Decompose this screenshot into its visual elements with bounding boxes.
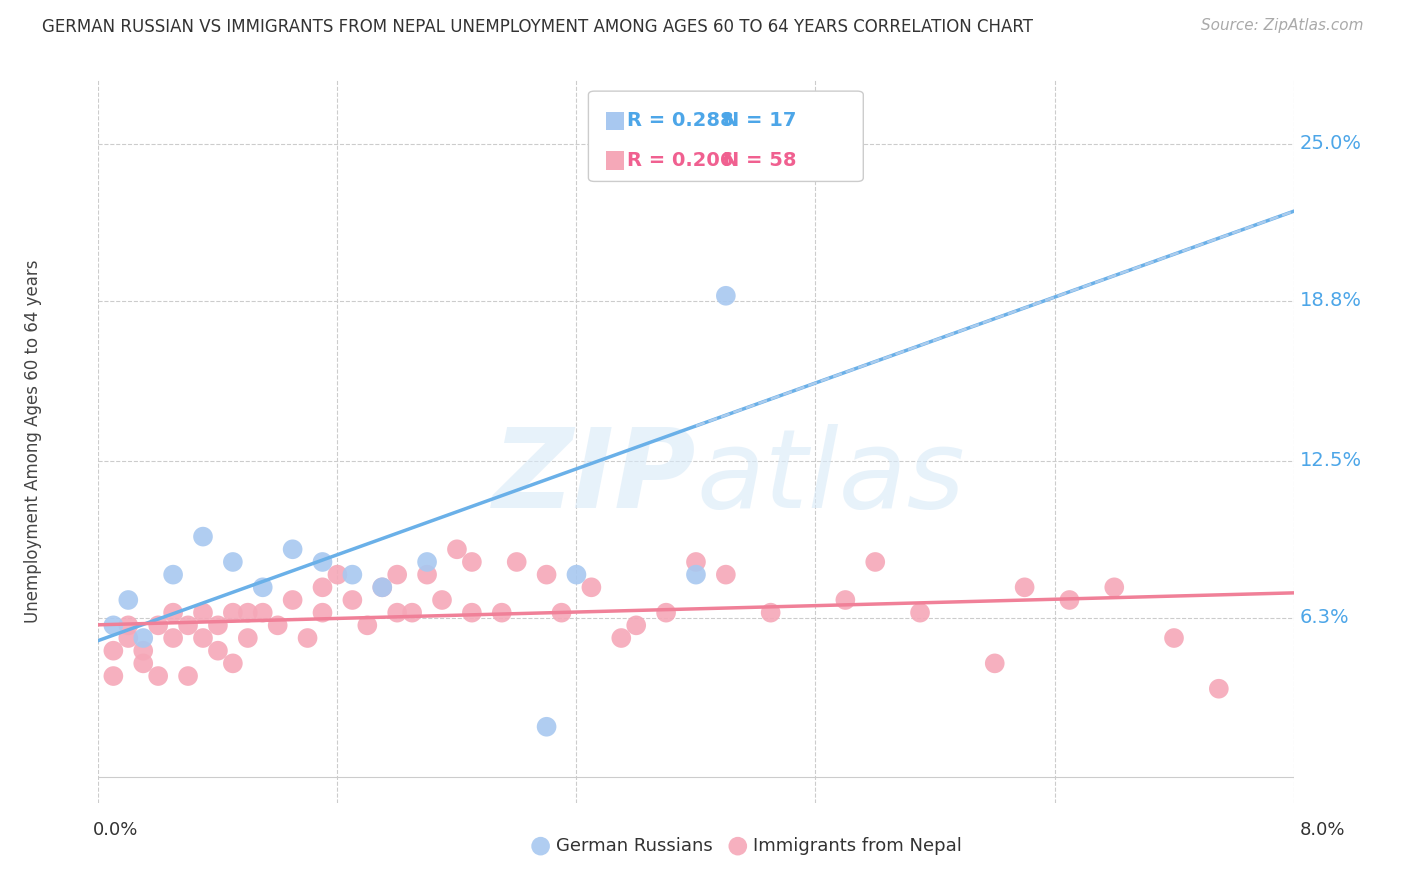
Point — [865, 555, 887, 569]
Point — [281, 593, 304, 607]
Text: 12.5%: 12.5% — [1299, 451, 1361, 470]
Point — [416, 555, 439, 569]
Point — [132, 643, 155, 657]
Point — [326, 567, 349, 582]
Point — [536, 720, 558, 734]
Point — [356, 618, 378, 632]
Point — [222, 606, 245, 620]
Point — [103, 643, 125, 657]
Text: Immigrants from Nepal: Immigrants from Nepal — [754, 838, 962, 855]
Point — [207, 618, 229, 632]
Point — [236, 606, 259, 620]
Point — [191, 606, 214, 620]
Point — [536, 567, 558, 582]
Text: 0.0%: 0.0% — [93, 821, 138, 838]
Point — [626, 618, 648, 632]
Point — [177, 669, 200, 683]
Point — [103, 618, 125, 632]
Point — [267, 618, 290, 632]
Point — [461, 555, 484, 569]
Point — [117, 631, 139, 645]
Point — [430, 593, 453, 607]
Point — [759, 606, 782, 620]
Point — [311, 580, 333, 594]
Point — [148, 618, 170, 632]
Point — [685, 567, 707, 582]
Point — [162, 606, 184, 620]
Point — [311, 606, 333, 620]
Point — [610, 631, 633, 645]
Point — [222, 657, 245, 671]
Text: N = 58: N = 58 — [723, 151, 796, 170]
Point — [1014, 580, 1036, 594]
Point — [103, 669, 125, 683]
Text: GERMAN RUSSIAN VS IMMIGRANTS FROM NEPAL UNEMPLOYMENT AMONG AGES 60 TO 64 YEARS C: GERMAN RUSSIAN VS IMMIGRANTS FROM NEPAL … — [42, 18, 1033, 36]
Text: 18.8%: 18.8% — [1299, 292, 1361, 310]
Point — [371, 580, 394, 594]
Text: R = 0.206: R = 0.206 — [627, 151, 734, 170]
FancyBboxPatch shape — [589, 91, 863, 181]
Point — [132, 657, 155, 671]
Point — [311, 555, 333, 569]
Point — [297, 631, 319, 645]
Point — [385, 567, 409, 582]
Text: German Russians: German Russians — [557, 838, 713, 855]
Point — [655, 606, 678, 620]
Point — [1163, 631, 1185, 645]
Text: N = 17: N = 17 — [723, 112, 796, 130]
Point — [685, 98, 707, 112]
Point — [461, 606, 484, 620]
Point — [908, 606, 931, 620]
Point — [162, 631, 184, 645]
FancyBboxPatch shape — [606, 152, 624, 169]
Point — [252, 580, 274, 594]
Text: 25.0%: 25.0% — [1299, 134, 1361, 153]
Text: R = 0.288: R = 0.288 — [627, 112, 734, 130]
Point — [401, 606, 423, 620]
Point — [117, 618, 139, 632]
Point — [491, 606, 513, 620]
Point — [132, 631, 155, 645]
Point — [685, 555, 707, 569]
Point — [207, 643, 229, 657]
Point — [984, 657, 1007, 671]
Point — [714, 567, 737, 582]
Text: ZIP: ZIP — [492, 425, 696, 531]
Point — [1059, 593, 1081, 607]
Point — [222, 555, 245, 569]
Point — [191, 530, 214, 544]
Point — [162, 567, 184, 582]
Point — [1104, 580, 1126, 594]
Point — [252, 606, 274, 620]
Text: atlas: atlas — [696, 425, 965, 531]
Point — [581, 580, 603, 594]
FancyBboxPatch shape — [606, 112, 624, 129]
Point — [416, 567, 439, 582]
Point — [550, 606, 572, 620]
Text: 8.0%: 8.0% — [1299, 821, 1346, 838]
Point — [342, 593, 364, 607]
Point — [565, 567, 588, 582]
Point — [506, 555, 529, 569]
Text: Unemployment Among Ages 60 to 64 years: Unemployment Among Ages 60 to 64 years — [24, 260, 42, 624]
Point — [385, 606, 409, 620]
Point — [191, 631, 214, 645]
Point — [117, 593, 139, 607]
Point — [714, 289, 737, 303]
Point — [236, 631, 259, 645]
Point — [834, 593, 856, 607]
Point — [177, 618, 200, 632]
Point — [148, 669, 170, 683]
Text: Source: ZipAtlas.com: Source: ZipAtlas.com — [1201, 18, 1364, 33]
Point — [281, 542, 304, 557]
Text: 6.3%: 6.3% — [1299, 608, 1350, 627]
Point — [446, 542, 468, 557]
Point — [1208, 681, 1230, 696]
Point — [342, 567, 364, 582]
Point — [371, 580, 394, 594]
